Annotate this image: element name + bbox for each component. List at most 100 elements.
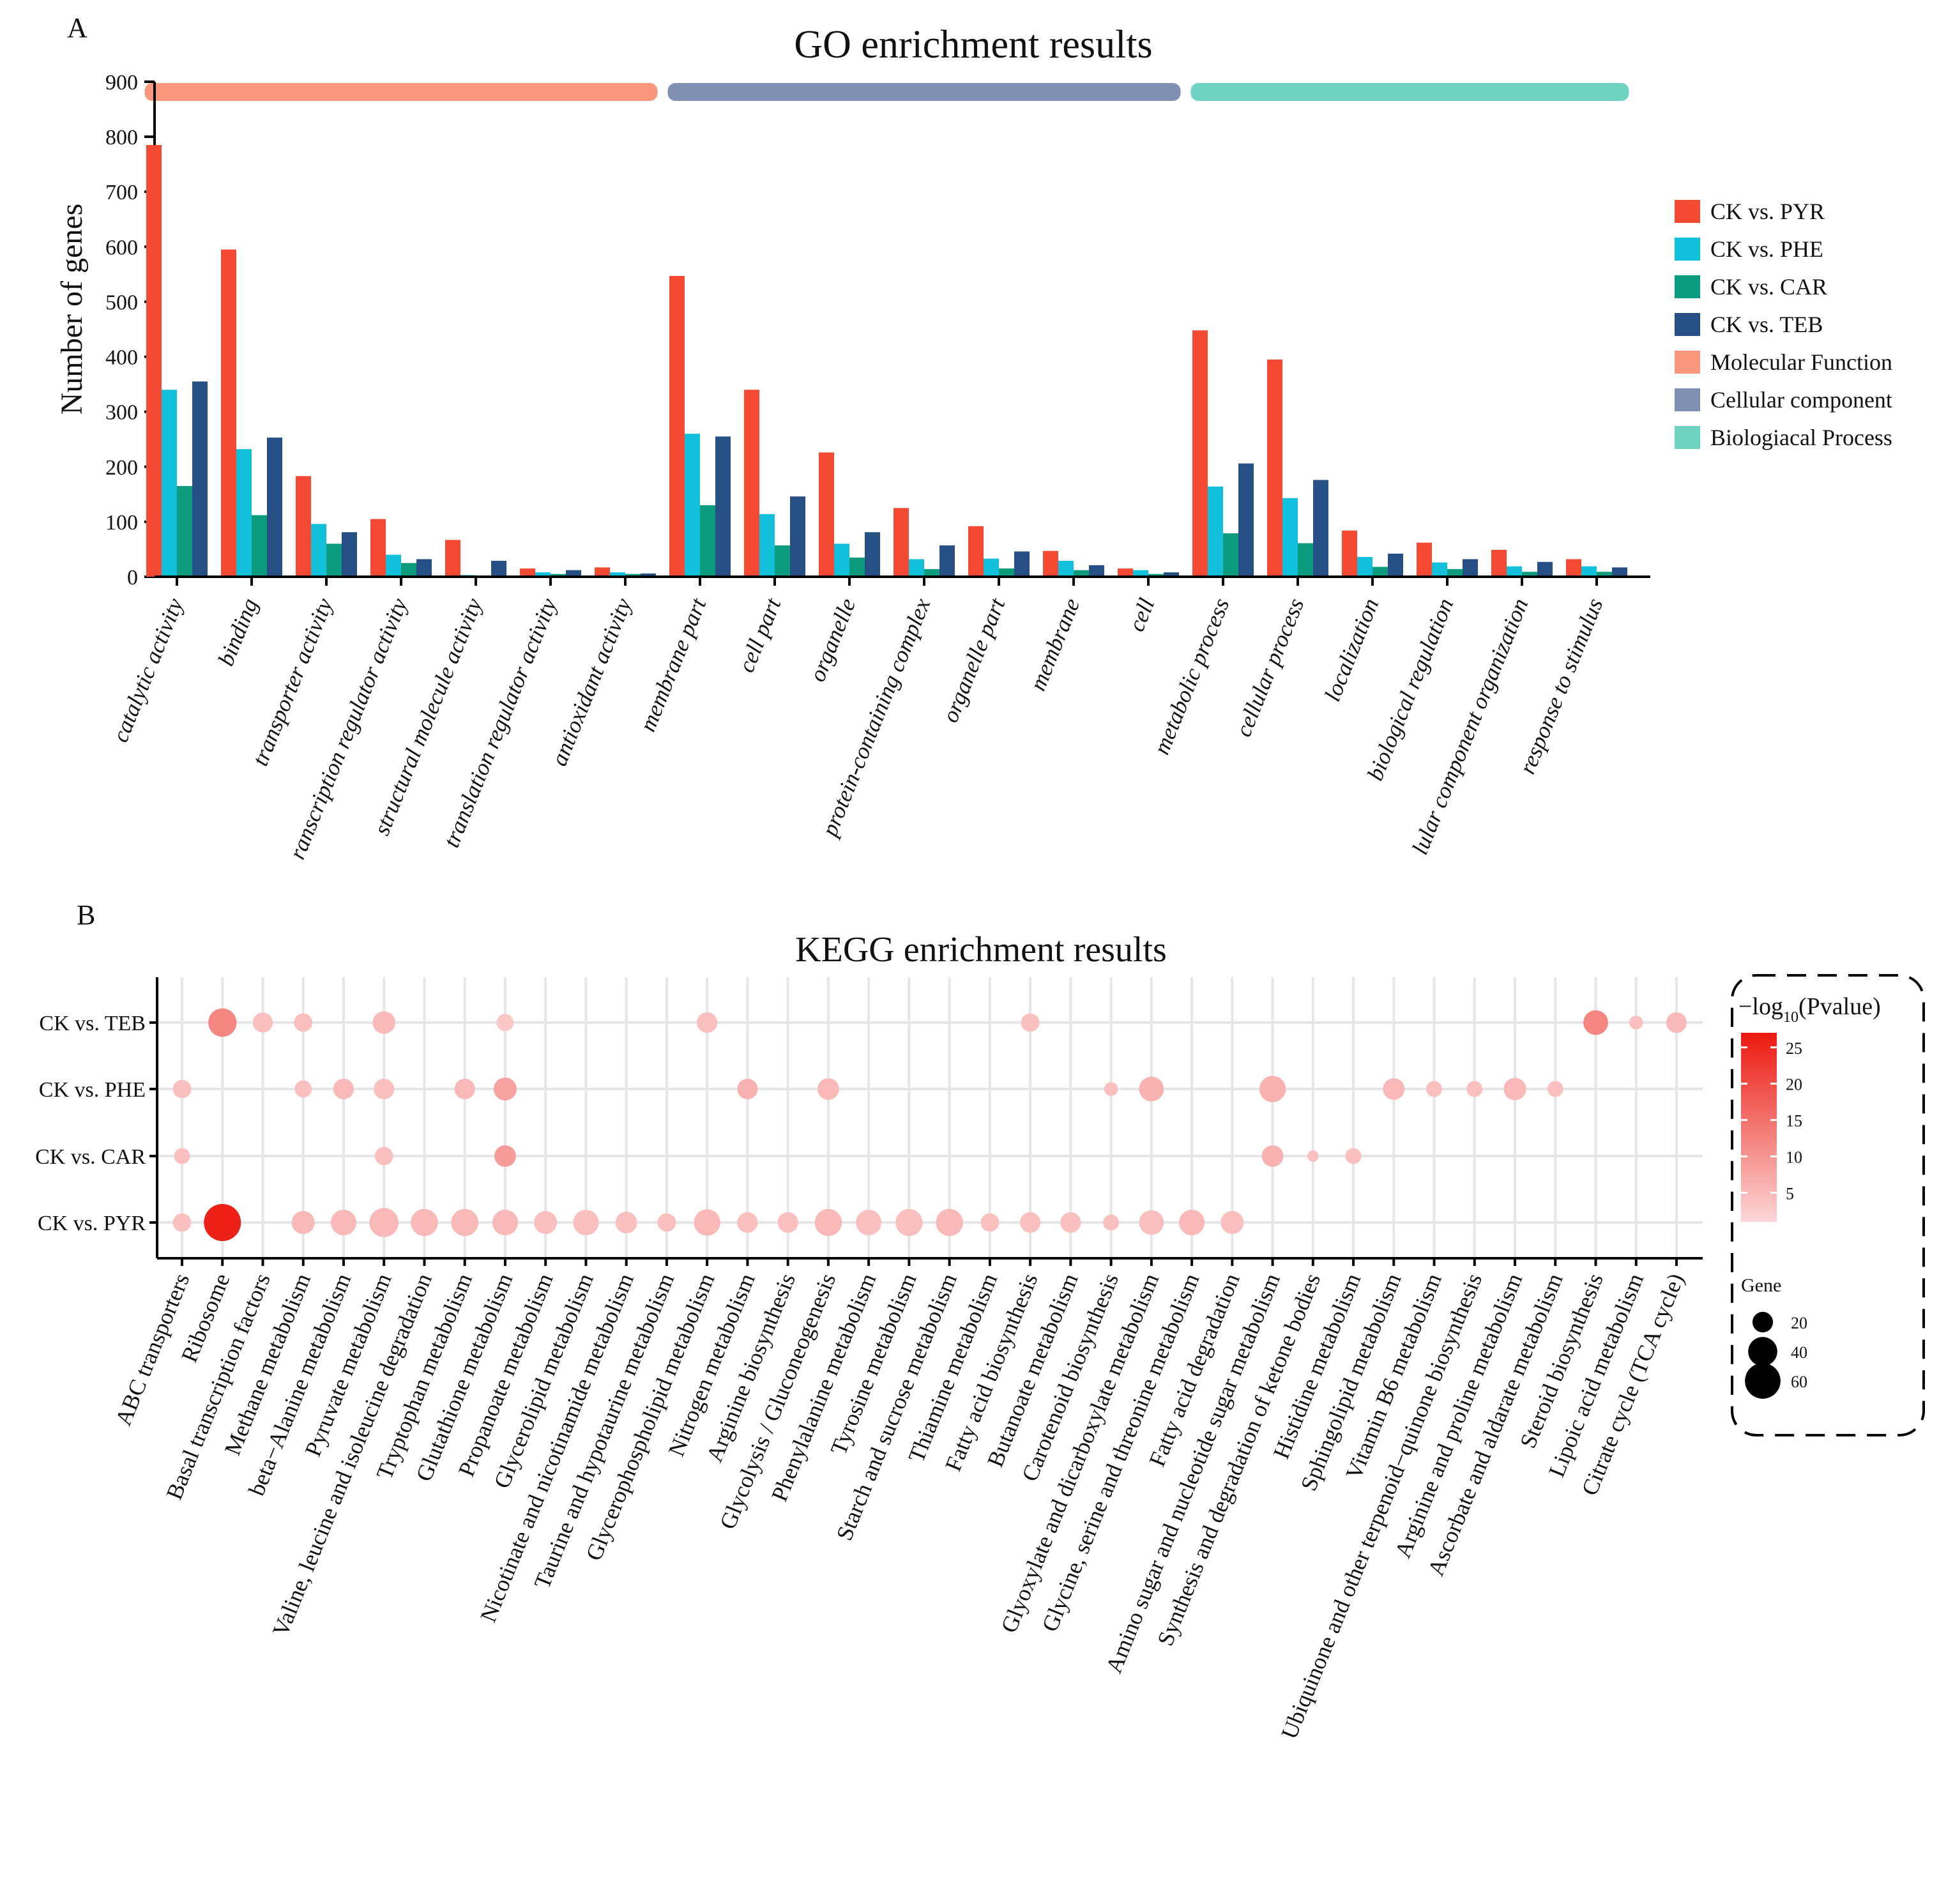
go-y-tick-label: 100 (105, 511, 138, 535)
kegg-legend-frame (1731, 974, 1925, 1436)
panel-a-label: A (67, 12, 87, 43)
go-bar-ck-vs-teb-organelle (865, 532, 880, 577)
go-group-bar-molecular-function (144, 83, 658, 101)
go-bar-ck-vs-pyr-translation-regulator-activity (520, 568, 535, 577)
go-bar-ck-vs-pyr-organelle-part (968, 526, 984, 577)
go-bar-ck-vs-phe-ranscription-regulator-activity (386, 554, 401, 577)
kegg-point-ck-vs-teb-lipoic-acid-metabolism (1629, 1016, 1643, 1030)
go-bar-ck-vs-phe-cell (1133, 570, 1148, 577)
go-legend-label: CK vs. PYR (1710, 199, 1825, 224)
kegg-point-ck-vs-teb-fatty-acid-biosynthesis (1021, 1013, 1040, 1032)
go-bar-ck-vs-teb-localization (1388, 553, 1403, 577)
go-y-tick-label: 200 (105, 456, 138, 480)
kegg-point-ck-vs-pyr-abc-transporters (172, 1213, 192, 1232)
color-bar-tick-label: 10 (1786, 1148, 1802, 1167)
go-y-tick-label: 700 (105, 181, 138, 204)
go-legend-label: CK vs. CAR (1710, 274, 1827, 300)
kegg-point-ck-vs-pyr-nitrogen-metabolism (737, 1212, 758, 1233)
go-bar-ck-vs-car-transporter-activity (326, 544, 342, 577)
kegg-point-ck-vs-pyr-valine-leucine-and-isoleucine-degradation (411, 1208, 438, 1237)
go-bar-ck-vs-car-binding (252, 515, 267, 577)
kegg-point-ck-vs-phe-glycolysis-gluconeogenesis (817, 1078, 839, 1100)
kegg-point-ck-vs-pyr-arginine-biosynthesis (777, 1212, 798, 1233)
go-bar-ck-vs-phe-metabolic-process (1208, 486, 1223, 577)
kegg-point-ck-vs-car-histidine-metabolism (1345, 1148, 1362, 1164)
color-bar-tick-label: 15 (1786, 1112, 1802, 1131)
go-legend-swatch (1675, 351, 1700, 374)
go-x-tick-label: response to stimulus (1514, 595, 1608, 777)
size-legend-title: Gene (1741, 1275, 1781, 1296)
go-bar-ck-vs-pyr-binding (221, 249, 236, 577)
go-bar-ck-vs-phe-cellular-process (1282, 498, 1298, 577)
go-legend-swatch (1675, 200, 1700, 223)
go-bar-ck-vs-teb-antioxidant-activity (641, 573, 656, 577)
go-bar-ck-vs-teb-cell (1164, 572, 1179, 577)
go-legend-swatch (1675, 275, 1700, 298)
go-bar-ck-vs-car-catalytic-activity (177, 485, 192, 577)
go-x-tick-label: cell part (733, 594, 786, 676)
kegg-point-ck-vs-car-synthesis-and-degradation-of-ketone-bodies (1307, 1150, 1319, 1162)
go-x-tick-label: cellular process (1230, 595, 1309, 740)
panel-b-label: B (77, 899, 95, 931)
go-x-tick-label: cell (1123, 595, 1160, 635)
kegg-point-ck-vs-teb-glutathione-metabolism (496, 1014, 514, 1032)
go-bar-ck-vs-car-membrane-part (700, 505, 715, 577)
kegg-y-tick-label: CK vs. CAR (35, 1145, 146, 1169)
go-legend-label: Biologiacal Process (1710, 425, 1892, 450)
go-bar-ck-vs-teb-ranscription-regulator-activity (416, 559, 432, 577)
go-legend-label: CK vs. PHE (1710, 236, 1823, 262)
kegg-point-ck-vs-pyr-carotenoid-biosynthesis (1103, 1214, 1120, 1231)
go-legend-label: Cellular component (1710, 387, 1892, 413)
go-bar-ck-vs-phe-biological-regulation (1432, 562, 1447, 577)
kegg-points (172, 1008, 1687, 1242)
kegg-y-tick-label: CK vs. TEB (39, 1012, 146, 1035)
go-x-tick-label: membrane part (635, 594, 711, 735)
go-bar-ck-vs-pyr-membrane-part (669, 275, 685, 577)
go-bar-ck-vs-teb-transporter-activity (342, 532, 357, 577)
go-bar-ck-vs-pyr-metabolic-process (1192, 330, 1208, 577)
go-bar-ck-vs-teb-metabolic-process (1238, 463, 1254, 577)
kegg-point-ck-vs-pyr-ribosome (204, 1203, 241, 1242)
kegg-point-ck-vs-pyr-beta-alanine-metabolism (330, 1209, 357, 1236)
go-y-tick-label: 300 (105, 401, 138, 425)
go-bar-ck-vs-pyr-response-to-stimulus (1566, 559, 1581, 577)
kegg-point-ck-vs-phe-beta-alanine-metabolism (333, 1078, 354, 1100)
kegg-point-ck-vs-pyr-starch-and-sucrose-metabolism (936, 1208, 963, 1237)
go-bar-ck-vs-car-ranscription-regulator-activity (401, 563, 416, 577)
kegg-grid (157, 977, 1703, 1258)
go-bar-ck-vs-pyr-localization (1342, 530, 1357, 577)
go-bar-ck-vs-teb-membrane-part (715, 436, 731, 577)
go-bar-ck-vs-car-organelle (849, 557, 865, 577)
go-y-tick-label: 400 (105, 346, 138, 370)
kegg-point-ck-vs-teb-steroid-biosynthesis (1583, 1010, 1608, 1035)
kegg-point-ck-vs-teb-methane-metabolism (294, 1013, 313, 1032)
go-bar-ck-vs-phe-membrane-part (685, 434, 700, 577)
go-bar-ck-vs-pyr-ranscription-regulator-activity (370, 519, 386, 577)
go-x-tick-label: localization (1319, 595, 1384, 705)
go-bar-ck-vs-phe-organelle-part (984, 558, 999, 577)
kegg-point-ck-vs-pyr-taurine-and-hypotaurine-metabolism (657, 1213, 676, 1232)
go-bar-ck-vs-car-organelle-part (999, 568, 1014, 577)
go-bar-ck-vs-pyr-cell-part (744, 390, 759, 577)
kegg-point-ck-vs-pyr-pyruvate-metabolism (369, 1208, 399, 1237)
go-y-tick-label: 0 (127, 566, 138, 590)
go-bar-ck-vs-car-cell (1148, 574, 1164, 577)
kegg-point-ck-vs-phe-methane-metabolism (294, 1080, 312, 1098)
go-bar-ck-vs-pyr-structural-molecule-activity (445, 540, 460, 577)
go-bar-ck-vs-car-translation-regulator-activity (551, 574, 566, 577)
go-bar-ck-vs-pyr-lular-component-organization (1491, 549, 1507, 577)
go-legend-swatch (1675, 238, 1700, 261)
kegg-point-ck-vs-pyr-glutathione-metabolism (492, 1209, 518, 1236)
size-legend-label: 40 (1791, 1343, 1807, 1362)
color-bar-tick-label: 5 (1786, 1184, 1794, 1203)
go-bar-ck-vs-phe-transporter-activity (311, 524, 326, 577)
go-legend: CK vs. PYR CK vs. PHE CK vs. CAR CK vs. TEB… (1675, 199, 1892, 450)
go-bar-ck-vs-car-cell-part (775, 545, 790, 577)
go-y-tick-label: 500 (105, 291, 138, 314)
kegg-point-ck-vs-pyr-fatty-acid-degradation (1220, 1211, 1244, 1234)
go-y-tick-label: 800 (105, 126, 138, 149)
go-x-tick-label: metabolic process (1148, 595, 1234, 758)
go-x-tick-label: binding (213, 595, 262, 669)
